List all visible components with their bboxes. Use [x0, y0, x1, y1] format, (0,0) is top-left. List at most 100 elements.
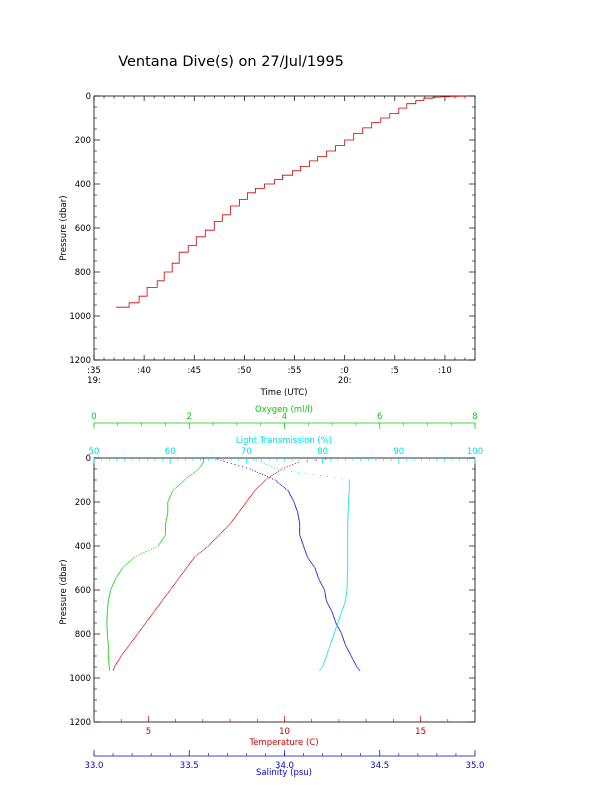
profile-point [253, 491, 255, 493]
profile-point [333, 618, 335, 620]
profile-point [158, 604, 160, 606]
profile-point [120, 569, 122, 571]
profile-chart: 0 200 400 600 800 1000 1200 0 2 4 6 8 Oxygen (ml/l)… [59, 405, 484, 778]
profile-point [257, 471, 259, 473]
profile-point [345, 597, 347, 599]
profile-point [184, 569, 186, 571]
profile-point [177, 578, 179, 580]
profile-point [106, 629, 108, 631]
profile-point [299, 533, 301, 535]
profile-point [348, 482, 350, 484]
profile-point [108, 659, 110, 661]
profile-point [240, 508, 243, 510]
profile-point [346, 579, 348, 581]
profile-point [107, 636, 109, 638]
profile-point [348, 480, 350, 482]
profile-point [132, 638, 135, 641]
profile-point [319, 475, 321, 477]
profile-point [108, 666, 110, 668]
y-tick-label: 600 [75, 586, 91, 596]
profile-point [312, 473, 314, 476]
profile-point [347, 535, 349, 537]
profile-point [346, 582, 348, 584]
profile-point [231, 520, 234, 522]
profile-point [124, 649, 126, 652]
y-tick-label: 400 [75, 542, 91, 552]
profile-point [297, 515, 299, 517]
profile-point [264, 479, 267, 481]
profile-point [299, 531, 301, 533]
profile-point [298, 521, 300, 523]
profile-point [107, 656, 109, 658]
profile-point [352, 659, 355, 661]
profile-point [217, 535, 219, 537]
profile-point [245, 501, 247, 503]
profile-point [123, 651, 126, 653]
profile-point [107, 644, 109, 646]
profile-point [117, 575, 119, 577]
profile-point [348, 483, 350, 485]
profile-point [333, 616, 335, 619]
profile-point [346, 587, 348, 589]
profile-point [249, 468, 251, 470]
x-tick-label: :10 [438, 366, 452, 376]
pressure-time-y-ticks: 0 200 400 600 800 1000 1200 [69, 92, 475, 366]
profile-point [168, 498, 170, 500]
profile-point [351, 656, 353, 658]
profile-point [115, 664, 117, 666]
profile-point [289, 493, 291, 495]
profile-point [295, 508, 297, 510]
profile-point [183, 479, 186, 481]
profile-point [347, 502, 350, 504]
profile-point [130, 559, 132, 561]
profile-point [347, 512, 349, 514]
profile-point [112, 585, 114, 587]
profile-point [303, 545, 305, 547]
y-tick-label: 0 [86, 92, 91, 102]
profile-point [359, 669, 361, 671]
profile-point [107, 600, 109, 602]
profile-point [115, 577, 117, 579]
profile-point [354, 662, 356, 664]
profile-point [146, 620, 148, 622]
x-tick-label: 50 [89, 447, 100, 457]
profile-point [306, 555, 308, 557]
profile-series-transmission [253, 458, 350, 671]
profile-point [330, 643, 332, 645]
profile-point [347, 517, 349, 520]
profile-point [172, 586, 174, 588]
profile-point [117, 659, 120, 661]
profile-point [281, 468, 283, 470]
profile-point [343, 638, 345, 641]
profile-point [189, 475, 191, 477]
profile-point [338, 627, 340, 630]
profile-point [106, 627, 108, 630]
profile-point [142, 625, 144, 627]
profile-point [128, 644, 130, 646]
profile-point [340, 612, 342, 614]
x-tick-label: 33.5 [180, 761, 199, 771]
profile-point [356, 666, 358, 668]
profile-point [347, 510, 349, 512]
profile-point [107, 655, 109, 657]
profile-series-salinity [217, 458, 361, 671]
profile-point [108, 665, 110, 667]
profile-point [303, 546, 305, 548]
profile-point [219, 533, 221, 535]
profile-point [332, 614, 334, 616]
profile-point [167, 501, 169, 503]
profile-point [275, 480, 277, 482]
profile-point [268, 465, 270, 467]
profile-point [115, 663, 118, 665]
profile-point [347, 541, 349, 543]
profile-point [174, 488, 176, 490]
profile-point [191, 559, 193, 561]
profile-point [329, 608, 331, 610]
profile-point [117, 660, 119, 663]
profile-point [165, 521, 167, 523]
profile-point [325, 656, 327, 658]
profile-point [248, 498, 250, 500]
x-tick-label: :40 [137, 366, 151, 376]
profile-point [346, 580, 348, 582]
profile-point [175, 581, 177, 583]
